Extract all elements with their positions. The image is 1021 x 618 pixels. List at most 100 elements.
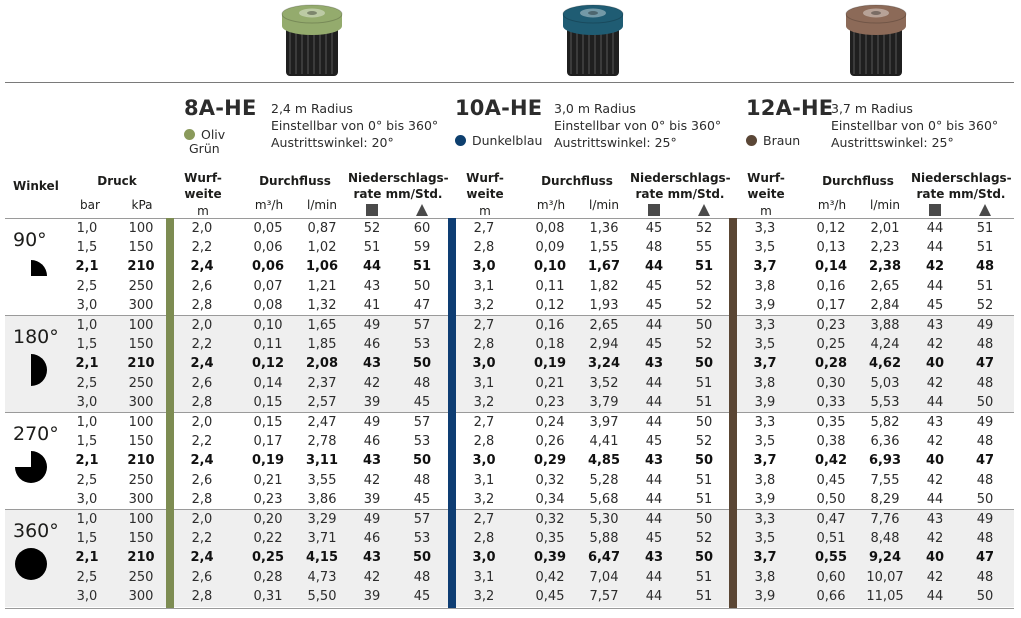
cell-wurfweite: 2,4 (190, 356, 214, 372)
cell-rate-square: 49 (363, 511, 381, 527)
cell-wurfweite: 2,8 (191, 492, 213, 508)
cell-m3h: 0,05 (253, 220, 283, 236)
header-kpa: kPa (131, 198, 153, 212)
cell-m3h: 0,30 (816, 375, 846, 391)
cell-rate-square: 46 (363, 433, 381, 449)
cell-rate-square: 42 (926, 472, 944, 488)
cell-m3h: 0,11 (535, 278, 565, 294)
cell-rate-triangle: 48 (976, 375, 994, 391)
header-niederschlag: Niederschlags- (630, 171, 731, 185)
cell-bar: 1,0 (76, 511, 98, 527)
header-wurf-unit: m (479, 204, 491, 218)
cell-rate-triangle: 53 (413, 336, 431, 352)
square-pattern-icon (648, 204, 660, 216)
cell-lmin: 4,15 (305, 550, 339, 566)
cell-rate-square: 45 (645, 530, 663, 546)
cell-lmin: 7,76 (870, 511, 900, 527)
cell-m3h: 0,12 (251, 356, 285, 372)
cell-wurfweite: 3,7 (753, 356, 777, 372)
cell-wurfweite: 3,2 (473, 589, 495, 605)
cell-kpa: 250 (128, 472, 154, 488)
cell-lmin: 11,05 (866, 589, 904, 605)
cell-lmin: 3,71 (307, 530, 337, 546)
header-weite: weite (184, 187, 222, 201)
cell-rate-triangle: 53 (413, 530, 431, 546)
header-durchfluss: Durchfluss (259, 174, 331, 188)
cell-wurfweite: 3,8 (754, 375, 776, 391)
cell-kpa: 210 (127, 453, 155, 469)
cell-wurfweite: 2,6 (191, 569, 213, 585)
cell-rate-triangle: 47 (413, 298, 431, 314)
cell-lmin: 5,30 (589, 511, 619, 527)
triangle-pattern-icon (978, 204, 991, 216)
cell-bar: 1,5 (76, 336, 98, 352)
cell-bar: 1,0 (76, 317, 98, 333)
cell-rate-square: 44 (645, 375, 663, 391)
cell-bar: 3,0 (76, 492, 98, 508)
cell-rate-triangle: 47 (975, 550, 995, 566)
header-rate: rate mm/Std. (916, 187, 1006, 201)
cell-wurfweite: 3,3 (754, 317, 776, 333)
cell-lmin: 2,38 (868, 259, 902, 275)
cell-wurfweite: 2,8 (473, 239, 495, 255)
cell-m3h: 0,66 (816, 589, 846, 605)
cell-bar: 3,0 (76, 395, 98, 411)
cell-m3h: 0,20 (253, 511, 283, 527)
cell-rate-triangle: 48 (413, 569, 431, 585)
cell-lmin: 1,82 (589, 278, 619, 294)
header-lmin: l/min (869, 198, 900, 212)
cell-rate-square: 45 (645, 298, 663, 314)
cell-wurfweite: 2,4 (190, 259, 214, 275)
cell-rate-square: 43 (644, 356, 664, 372)
cell-wurfweite: 3,9 (754, 589, 776, 605)
cell-m3h: 0,08 (535, 220, 565, 236)
cell-rate-square: 42 (925, 259, 945, 275)
cell-m3h: 0,15 (253, 414, 283, 430)
cell-lmin: 2,01 (870, 220, 900, 236)
cell-lmin: 3,97 (589, 414, 619, 430)
cell-m3h: 0,11 (253, 336, 283, 352)
cell-wurfweite: 3,8 (754, 472, 776, 488)
cell-rate-triangle: 45 (413, 492, 431, 508)
cell-bar: 3,0 (76, 298, 98, 314)
cell-wurfweite: 3,7 (753, 259, 777, 275)
header-rate: rate mm/Std. (353, 187, 443, 201)
cell-m3h: 0,18 (535, 336, 565, 352)
cell-rate-triangle: 47 (975, 356, 995, 372)
cell-m3h: 0,29 (533, 453, 567, 469)
cell-rate-triangle: 50 (976, 395, 994, 411)
cell-wurfweite: 3,1 (473, 472, 495, 488)
cell-m3h: 0,17 (253, 433, 283, 449)
cell-lmin: 2,23 (870, 239, 900, 255)
cell-rate-triangle: 52 (695, 530, 713, 546)
cell-m3h: 0,23 (253, 492, 283, 508)
cell-rate-triangle: 52 (695, 220, 713, 236)
cell-m3h: 0,14 (814, 259, 848, 275)
cell-rate-square: 44 (645, 511, 663, 527)
cell-wurfweite: 3,3 (754, 511, 776, 527)
cell-m3h: 0,17 (816, 298, 846, 314)
cell-lmin: 1,67 (587, 259, 621, 275)
cell-kpa: 210 (127, 259, 155, 275)
cell-m3h: 0,28 (253, 569, 283, 585)
cell-rate-square: 42 (926, 336, 944, 352)
cell-rate-triangle: 49 (976, 414, 994, 430)
cell-lmin: 4,62 (868, 356, 902, 372)
cell-rate-square: 48 (645, 239, 663, 255)
angle-label: 90° (13, 229, 47, 251)
cell-lmin: 2,37 (307, 375, 337, 391)
cell-rate-square: 45 (645, 336, 663, 352)
header-weite: weite (466, 187, 504, 201)
model-color: Braun (746, 134, 800, 148)
cell-wurfweite: 2,8 (473, 336, 495, 352)
cell-m3h: 0,25 (816, 336, 846, 352)
header-lmin: l/min (306, 198, 337, 212)
angle-label: 270° (13, 423, 59, 445)
model-color-bar (729, 218, 737, 608)
cell-lmin: 3,88 (870, 317, 900, 333)
cell-wurfweite: 3,5 (754, 530, 776, 546)
header-niederschlag: Niederschlags- (911, 171, 1012, 185)
cell-m3h: 0,08 (253, 298, 283, 314)
cell-wurfweite: 2,0 (191, 511, 213, 527)
cell-lmin: 1,32 (307, 298, 337, 314)
